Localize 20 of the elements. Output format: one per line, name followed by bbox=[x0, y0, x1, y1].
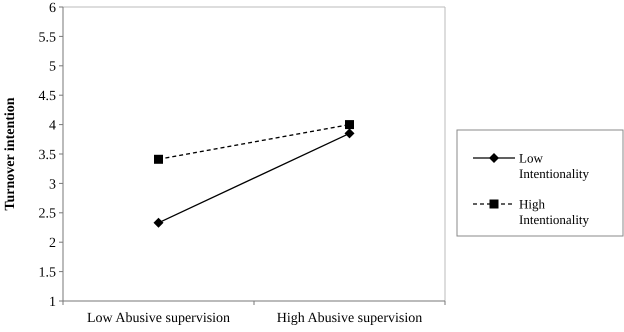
y-tick-label: 5 bbox=[49, 60, 56, 75]
y-tick-label: 1 bbox=[49, 294, 56, 310]
point bbox=[344, 128, 354, 138]
x-tick-label: High Abusive supervision bbox=[276, 311, 422, 326]
y-tick-label: 2 bbox=[49, 236, 56, 252]
legend-label: Low Intentionality bbox=[519, 150, 590, 182]
y-tick-label: 3 bbox=[49, 177, 56, 192]
y-tick-label: 4.5 bbox=[38, 89, 56, 104]
y-tick-label: 5.5 bbox=[38, 30, 56, 46]
y-axis-title: Turnover intention bbox=[3, 97, 18, 211]
y-tick-label: 4 bbox=[49, 118, 56, 134]
legend-label: High Intentionality bbox=[519, 196, 590, 228]
y-tick-label: 1.5 bbox=[38, 266, 56, 280]
point bbox=[345, 120, 354, 130]
x-tick-label: Low Abusive supervision bbox=[86, 311, 230, 326]
y-tick-label: 3.5 bbox=[38, 148, 56, 163]
y-tick-label: 6 bbox=[49, 0, 56, 16]
y-tick-label: 2.5 bbox=[38, 206, 56, 222]
point bbox=[154, 218, 164, 228]
point bbox=[154, 154, 163, 164]
